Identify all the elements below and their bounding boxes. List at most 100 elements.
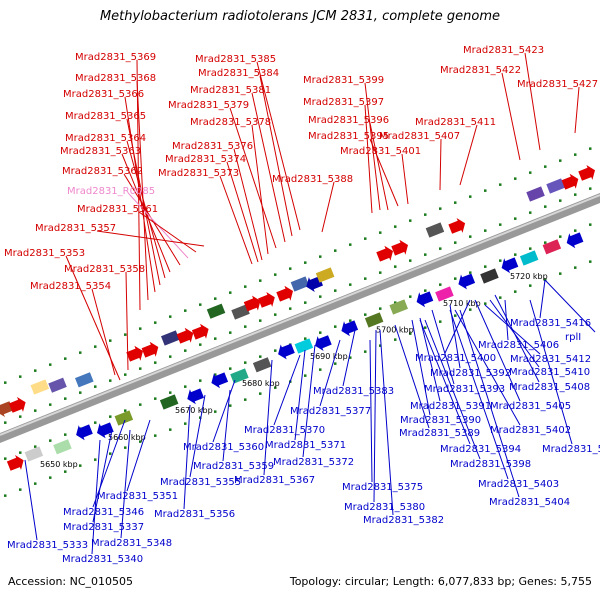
tick-dot-inner-top (109, 379, 112, 382)
top-gene-label: Mrad2831_5376 (172, 141, 253, 152)
genome-summary: Topology: circular; Length: 6,077,833 bp… (289, 575, 592, 588)
top-label-leader (364, 104, 373, 214)
bottom-label-leader (319, 339, 341, 407)
bottom-gene-label: Mrad2831_5351 (97, 491, 178, 502)
top-gene-label: Mrad2831_5381 (190, 85, 271, 96)
bottom-strand-gene (458, 273, 476, 290)
tick-dot-inner-top (4, 421, 7, 424)
top-gene-label: Mrad2831_5411 (415, 117, 496, 128)
top-strand-gene (8, 397, 26, 413)
bottom-label-leader (24, 459, 38, 541)
bottom-label-leader (212, 379, 236, 443)
top-gene-label: Mrad2831_5366 (63, 89, 144, 100)
bottom-gene-label: rplI (565, 332, 581, 343)
top-label-leader (459, 124, 478, 186)
bottom-label-leader (92, 419, 126, 508)
top-gene-label: Mrad2831_5368 (75, 73, 156, 84)
tick-dot-outer-top (259, 279, 262, 282)
bottom-label-leader (431, 309, 455, 385)
scale-tick-label: 5650 kbp (40, 460, 78, 469)
genome-backbone-highlight (0, 194, 600, 436)
bottom-gene-label: Mrad2831_5412 (510, 354, 591, 365)
tick-dot-outer-top (364, 237, 367, 240)
tick-dot-outer-top (319, 255, 322, 258)
top-strand-gene (141, 341, 159, 358)
bottom-label-leader (424, 319, 481, 460)
bottom-strand-gene (566, 232, 584, 249)
tick-dot-inner-bottom (409, 295, 412, 298)
bottom-strand-gene (76, 424, 93, 441)
bottom-gene-label: Mrad2831_5400 (415, 353, 496, 364)
top-strand-gene (546, 178, 565, 194)
tick-dot-inner-bottom (379, 307, 382, 310)
bottom-strand-gene (389, 299, 408, 315)
scale-tick-label: 5660 kbp (108, 433, 146, 442)
tick-dot-inner-top (124, 373, 127, 376)
bottom-gene-label: Mrad2831_5391 (410, 401, 491, 412)
bottom-gene-label: Mrad2831_5408 (509, 382, 590, 393)
tick-dot-outer-bottom (4, 494, 7, 497)
tick-dot-inner-top (154, 361, 157, 364)
tick-dot-outer-bottom (544, 278, 547, 281)
tick-dot-outer-bottom (184, 422, 187, 425)
top-strand-gene (258, 292, 275, 308)
tick-dot-inner-bottom (199, 379, 202, 382)
top-label-leader (369, 122, 389, 211)
tick-dot-inner-top (19, 415, 22, 418)
tick-dot-inner-bottom (319, 331, 322, 334)
bottom-gene-label: Mrad2831_5346 (63, 507, 144, 518)
tick-dot-outer-bottom (169, 428, 172, 431)
top-gene-label: Mrad2831_5396 (308, 115, 389, 126)
top-gene-label: Mrad2831_5373 (158, 168, 239, 179)
bottom-gene-label: Mrad2831_5383 (313, 386, 394, 397)
tick-dot-outer-top (394, 225, 397, 228)
top-strand-gene (126, 345, 143, 362)
bottom-gene-label: Mrad2831_5372 (273, 457, 354, 468)
tick-dot-outer-bottom (349, 356, 352, 359)
tick-dot-inner-bottom (544, 241, 547, 244)
top-label-leader (136, 80, 149, 301)
top-strand-gene (526, 186, 545, 202)
bottom-strand-gene (480, 268, 499, 284)
top-gene-label: Mrad2831_5397 (303, 97, 384, 108)
top-gene-label: Mrad2831_5388 (272, 174, 353, 185)
top-label-leader (226, 161, 259, 263)
tick-dot-inner-bottom (229, 367, 232, 370)
bottom-label-leader (449, 309, 509, 480)
top-label-leader (369, 138, 399, 207)
bottom-label-leader (273, 354, 301, 426)
tick-dot-outer-bottom (19, 488, 22, 491)
bottom-strand-gene (278, 343, 295, 360)
top-label-leader (524, 52, 541, 151)
tick-dot-inner-bottom (304, 337, 307, 340)
top-gene-label: Mrad2831_5353 (4, 248, 85, 259)
top-gene-label: Mrad2831_5378 (190, 117, 271, 128)
tick-dot-inner-bottom (589, 223, 592, 226)
top-gene-label: Mrad2831_5379 (168, 100, 249, 111)
tick-dot-outer-bottom (394, 338, 397, 341)
bottom-label-leader (444, 299, 471, 354)
bottom-gene-label: Mrad2831_5405 (490, 401, 571, 412)
top-strand-gene (30, 379, 50, 395)
top-label-leader (256, 61, 301, 231)
bottom-strand-gene (6, 455, 24, 471)
tick-dot-outer-bottom (364, 350, 367, 353)
tick-dot-outer-top (199, 303, 202, 306)
tick-dot-outer-top (169, 315, 172, 318)
bottom-gene-label: Mrad2831_5348 (91, 538, 172, 549)
bottom-label-leader (494, 294, 540, 383)
tick-dot-inner-bottom (499, 259, 502, 262)
tick-dot-inner-bottom (349, 319, 352, 322)
tick-dot-inner-top (394, 265, 397, 268)
tick-dot-inner-top (529, 211, 532, 214)
top-gene-label: Mrad2831_5427 (517, 79, 598, 90)
top-strand-gene (191, 323, 209, 340)
top-gene-label: Mrad2831_5374 (165, 154, 246, 165)
tick-dot-inner-bottom (439, 283, 442, 286)
bottom-label-leader (504, 299, 509, 341)
bottom-strand-gene (501, 257, 519, 274)
tick-dot-inner-bottom (454, 277, 457, 280)
scale-tick-label: 5670 kbp (175, 406, 213, 415)
